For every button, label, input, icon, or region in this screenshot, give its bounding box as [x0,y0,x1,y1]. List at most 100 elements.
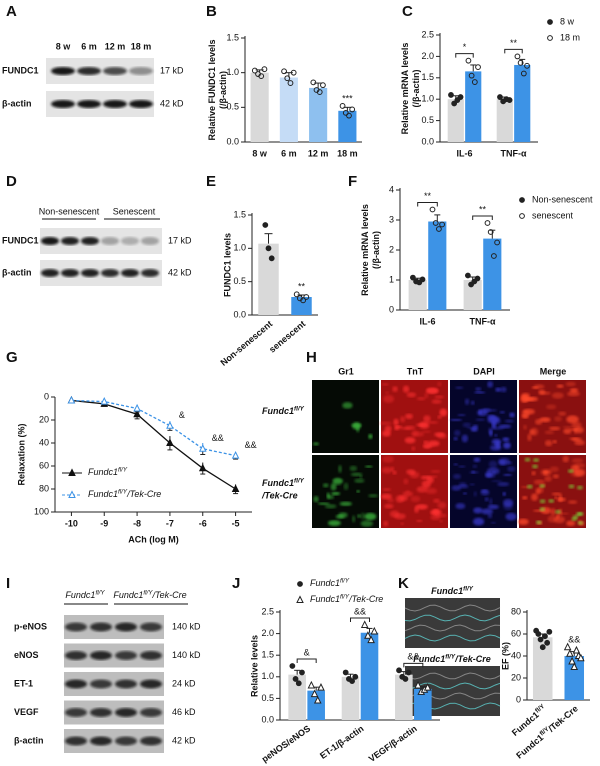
x-tick-label: -7 [166,518,174,528]
y-axis-label: (/β-actin) [218,71,228,109]
band [140,622,162,632]
band [90,651,112,660]
column-label: TnT [407,366,424,376]
x-tick-label: 12 m [308,148,329,158]
size-label: 42 kD [160,98,184,108]
y-tick-label: 0.5 [233,276,246,286]
x-tick-label: -6 [199,518,207,528]
band [90,736,112,746]
band [140,708,162,717]
texture [439,519,443,523]
column-label: Merge [540,366,567,376]
texture [368,493,379,498]
band [41,269,59,277]
size-label: 17 kD [168,235,192,245]
echo-trace [404,682,501,690]
texture [552,439,557,444]
texture [338,464,342,473]
texture [550,508,556,516]
texture [554,496,558,500]
texture [339,501,352,506]
texture [487,415,500,424]
y-tick-label: 4 [389,184,394,194]
significance: & [179,410,185,420]
legend-marker [547,35,553,41]
x-tick-label: VEGF/β-actin [367,723,419,764]
significance: * [463,42,467,52]
group-label: Fundc1fl/Y [65,589,105,600]
texture [382,455,394,463]
data-point [310,79,317,86]
texture [406,392,417,398]
texture [527,433,532,442]
data-point [396,667,402,674]
texture [458,465,466,468]
band [77,67,101,75]
band [77,100,101,108]
bar [463,280,482,310]
y-tick-label: 1.0 [261,671,274,681]
bar [338,110,357,142]
band [65,651,87,660]
bar [360,632,379,720]
texture [331,491,341,496]
texture [481,508,493,515]
y-tick-label: 1.0 [421,94,434,104]
texture [415,504,428,510]
texture [469,471,479,474]
data-point [517,59,524,66]
y-axis-label: (/β-actin) [411,70,421,108]
significance: ** [298,282,306,292]
data-point [520,70,527,77]
bar [465,71,482,142]
texture [472,464,478,469]
data-point [474,275,481,282]
data-point [289,663,296,669]
texture [526,396,539,402]
band [115,708,137,717]
texture [390,466,395,472]
texture [524,457,531,462]
x-tick-label: 6 m [281,148,297,158]
texture [384,425,392,433]
legend-marker [68,490,76,498]
texture [472,424,479,429]
texture [458,482,467,486]
data-point [524,62,530,69]
texture [451,485,462,491]
row-label: FUNDC1 [2,65,39,75]
data-point [409,274,416,281]
x-tick-label: senescent [267,319,307,355]
band [90,708,112,717]
bar [483,238,502,310]
texture [500,386,507,393]
x-tick-label: -8 [133,518,141,528]
panel-letter: K [398,575,409,592]
texture [439,408,448,417]
significance-bracket [455,53,474,58]
texture [462,422,472,428]
texture [416,396,426,401]
bar [395,674,413,720]
bar [496,99,513,142]
data-point [284,75,291,82]
legend-label: Fundc1fl/Y [310,577,350,588]
bar [288,674,306,720]
row-label: Fundc1fl/Y [262,477,305,488]
texture [427,421,439,424]
texture [404,437,416,444]
texture [504,419,514,423]
data-point [290,69,297,76]
texture [558,494,563,503]
y-tick-label: 1.5 [261,650,274,660]
data-point [468,72,475,79]
echo-trace [404,604,501,612]
band [65,708,87,717]
data-point [484,220,491,226]
band [41,237,59,245]
data-point [316,89,323,95]
significance-bracket [403,662,424,668]
y-tick-label: 60 [511,628,521,638]
significance: ** [479,204,487,214]
data-point [262,222,269,228]
